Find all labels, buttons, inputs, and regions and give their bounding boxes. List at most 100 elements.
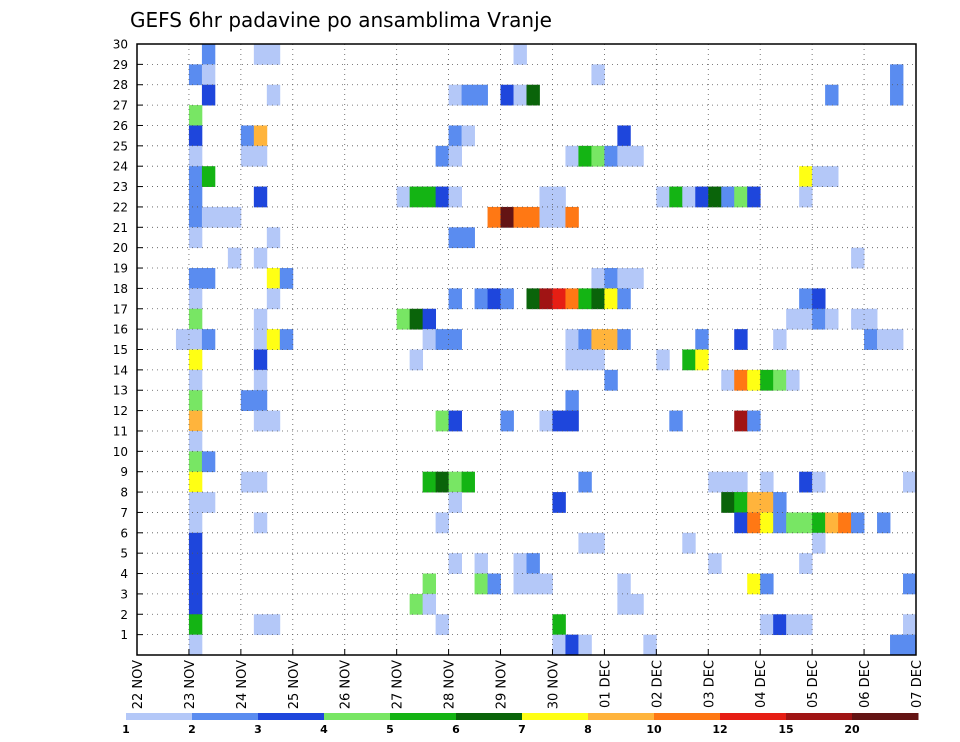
heatmap-cell	[201, 166, 216, 187]
heatmap-cell	[500, 288, 514, 310]
heatmap-cell	[578, 532, 592, 554]
heatmap-cell	[253, 308, 268, 330]
y-tick-label: 25	[113, 139, 128, 153]
legend-color-swatch	[324, 713, 391, 720]
heatmap-cell	[448, 186, 462, 208]
heatmap-cell	[175, 329, 190, 350]
heatmap-cell	[253, 329, 268, 350]
heatmap-cell	[747, 492, 761, 513]
heatmap-cell	[487, 206, 501, 228]
heatmap-cell	[825, 166, 839, 187]
heatmap-cell	[448, 492, 462, 513]
heatmap-cell	[188, 206, 203, 228]
y-tick-label: 30	[113, 38, 128, 52]
heatmap-cell	[526, 573, 540, 595]
heatmap-cell	[513, 573, 527, 595]
y-tick-label: 20	[113, 241, 128, 255]
heatmap-cell	[461, 471, 475, 493]
heatmap-cell	[201, 329, 216, 350]
y-tick-label: 28	[113, 78, 128, 92]
heatmap-cell	[565, 410, 579, 432]
heatmap-cell	[435, 614, 449, 636]
heatmap-cell	[630, 593, 644, 615]
heatmap-cell	[838, 512, 852, 534]
heatmap-cell	[825, 308, 839, 330]
legend-color-swatch	[654, 713, 721, 720]
y-tick-label: 27	[113, 99, 128, 113]
y-tick-label: 5	[120, 547, 128, 561]
heatmap-cell	[695, 329, 709, 350]
heatmap-cell	[877, 329, 891, 350]
y-tick-label: 17	[113, 302, 128, 316]
y-tick-label: 21	[113, 221, 128, 235]
heatmap-cell	[448, 84, 462, 106]
legend-label: 7	[518, 723, 526, 736]
heatmap-cell	[812, 471, 826, 493]
heatmap-cell	[422, 593, 437, 615]
heatmap-cell	[552, 410, 566, 432]
heatmap-cell	[201, 451, 216, 473]
heatmap-cell	[435, 329, 449, 350]
heatmap-cell	[253, 390, 268, 411]
y-tick-label: 2	[120, 608, 128, 622]
y-tick-label: 3	[120, 587, 128, 601]
heatmap-cell	[760, 369, 774, 391]
heatmap-cell	[253, 471, 268, 493]
heatmap-cell	[240, 471, 255, 493]
heatmap-cell	[188, 512, 203, 534]
heatmap-cell	[435, 145, 449, 167]
heatmap-cell	[682, 349, 696, 371]
x-tick-label: 22 NOV	[131, 660, 146, 709]
heatmap-cell	[786, 369, 800, 391]
x-tick-label: 04 DEC	[754, 660, 769, 708]
heatmap-cell	[708, 186, 722, 208]
heatmap-cell	[812, 308, 826, 330]
heatmap-cell	[773, 369, 787, 391]
heatmap-cell	[188, 329, 203, 350]
heatmap-cell	[188, 410, 203, 432]
heatmap-cell	[526, 288, 540, 310]
heatmap-cell	[812, 532, 826, 554]
heatmap-cell	[578, 634, 592, 656]
heatmap-cell	[708, 471, 722, 493]
heatmap-cell	[786, 308, 800, 330]
heatmap-cell	[253, 512, 268, 534]
heatmap-cell	[604, 369, 618, 391]
heatmap-cell	[253, 349, 268, 371]
heatmap-cell	[188, 288, 203, 310]
heatmap-cell	[812, 166, 826, 187]
y-tick-label: 10	[113, 445, 128, 459]
y-tick-label: 11	[113, 424, 128, 438]
heatmap-cell	[253, 186, 268, 208]
heatmap-cell	[617, 329, 631, 350]
heatmap-cell	[500, 206, 514, 228]
y-tick-label: 13	[113, 384, 128, 398]
heatmap-cell	[266, 288, 281, 310]
heatmap-cell	[188, 105, 203, 126]
heatmap-cell	[864, 329, 878, 350]
heatmap-cell	[474, 573, 488, 595]
heatmap-cell	[513, 44, 527, 65]
heatmap-cell	[409, 349, 424, 371]
y-tick-label: 9	[120, 465, 128, 479]
heatmap-cell	[500, 84, 514, 106]
heatmap-cell	[890, 64, 904, 86]
legend-label: 4	[320, 723, 328, 736]
heatmap-cell	[799, 308, 813, 330]
heatmap-cell	[851, 512, 865, 534]
heatmap-cell	[604, 329, 618, 350]
heatmap-cell	[266, 410, 281, 432]
x-tick-label: 24 NOV	[235, 660, 250, 709]
heatmap-cell	[591, 288, 605, 310]
legend-label: 6	[452, 723, 460, 736]
heatmap-cell	[188, 227, 203, 249]
legend-label: 5	[386, 723, 394, 736]
legend-color-swatch	[786, 713, 853, 720]
heatmap-cell	[734, 512, 748, 534]
chart-title: GEFS 6hr padavine po ansamblima Vranje	[130, 8, 552, 32]
heatmap-cell	[448, 329, 462, 350]
heatmap-cell	[578, 145, 592, 167]
heatmap-cell	[201, 268, 216, 289]
legend-label: 12	[712, 723, 727, 736]
heatmap-cell	[617, 125, 631, 147]
